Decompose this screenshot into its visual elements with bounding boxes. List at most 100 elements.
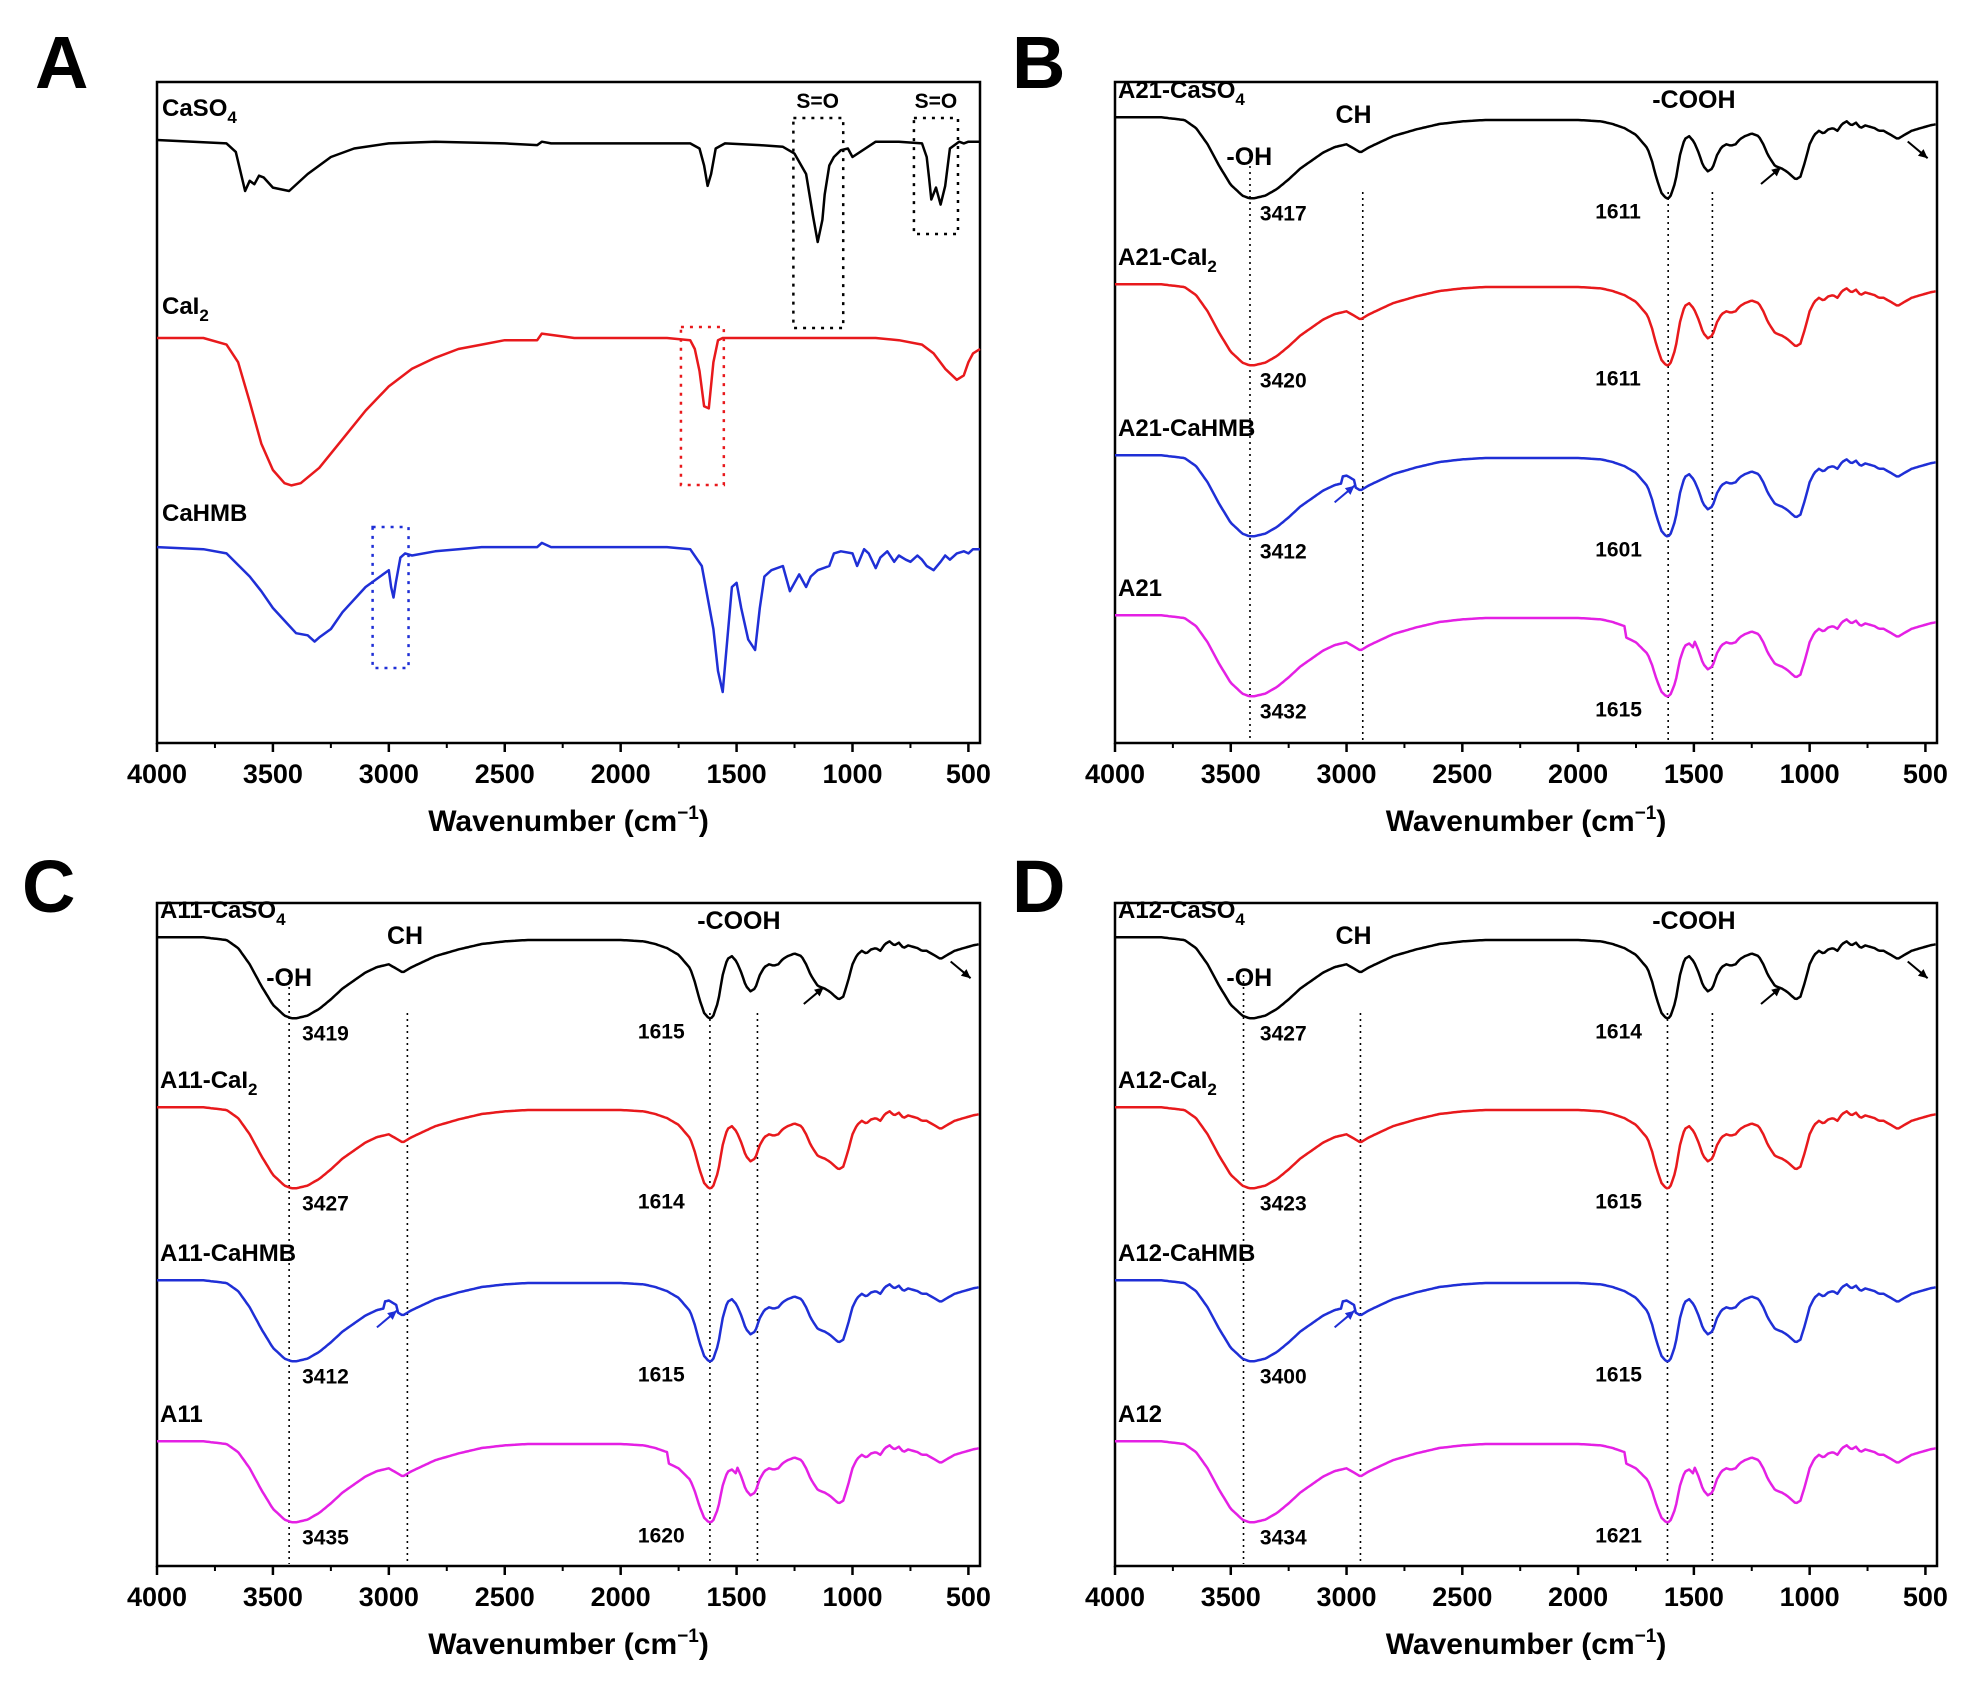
- series-label: A11-CaSO4: [160, 897, 286, 929]
- peak-label: 1601: [1595, 538, 1642, 561]
- series-line: [157, 1440, 979, 1524]
- x-tick-label: 1500: [707, 1582, 767, 1612]
- x-tick-label: 3000: [1317, 759, 1377, 789]
- peak-label: 1614: [638, 1190, 685, 1213]
- series-label: A21-CaI2: [1118, 244, 1217, 276]
- peak-label: 3435: [302, 1526, 349, 1549]
- band-label: CH: [1335, 922, 1371, 950]
- series-line: [157, 1279, 979, 1363]
- x-tick-label: 2500: [1432, 759, 1492, 789]
- x-tick-label: 500: [946, 759, 991, 789]
- x-tick-label: 2500: [475, 1582, 535, 1612]
- peak-label: 1615: [638, 1020, 685, 1043]
- panel-a: A 4000 3500 3000 2500 2000 1500 1000 500 Wavenumb…: [35, 21, 991, 838]
- panel-letter: D: [1012, 845, 1065, 928]
- x-tick-label: 500: [946, 1582, 991, 1612]
- series-line: [1115, 283, 1936, 367]
- series-label: A21-CaSO4: [1118, 77, 1245, 109]
- peak-label: 1615: [1595, 1363, 1642, 1386]
- band-label: CH: [1335, 101, 1371, 129]
- x-tick-label: 1500: [707, 759, 767, 789]
- x-tick-label: 3500: [1201, 759, 1261, 789]
- x-axis-title: Wavenumber (cm−1): [428, 1626, 709, 1661]
- series-label: A21-CaHMB: [1118, 415, 1255, 442]
- plot-frame: [155, 901, 982, 1568]
- highlight-box: [792, 116, 845, 330]
- peak-label: 3400: [1260, 1365, 1307, 1388]
- highlight-box: [679, 325, 726, 487]
- series-line: [157, 936, 979, 1020]
- annotation-arrow: [1907, 960, 1929, 979]
- x-tick-label: 4000: [127, 759, 187, 789]
- x-tick-label: 500: [1903, 759, 1948, 789]
- annotation-arrow: [1907, 140, 1929, 159]
- series-label: A12: [1118, 1401, 1162, 1428]
- x-tick-label: 1000: [1780, 1582, 1840, 1612]
- x-tick-label: 500: [1903, 1582, 1948, 1612]
- x-tick-label: 2000: [591, 759, 651, 789]
- x-tick-label: 2000: [1548, 759, 1608, 789]
- series-line: [1115, 936, 1936, 1020]
- peak-label: 1621: [1595, 1524, 1642, 1547]
- panel-letter: C: [22, 845, 75, 928]
- series-label: A21: [1118, 575, 1162, 602]
- x-tick-label: 1500: [1664, 1582, 1724, 1612]
- peak-label: 1615: [1595, 698, 1642, 721]
- series-line: [157, 1106, 979, 1190]
- peak-label: 1620: [638, 1524, 685, 1547]
- x-axis-title: Wavenumber (cm−1): [1386, 803, 1667, 838]
- x-tick-label: 3500: [243, 759, 303, 789]
- band-label: CH: [387, 922, 423, 950]
- annotation-arrow: [1333, 484, 1356, 504]
- panel-b: B 4000 3500 3000 2500 2000 1500 1000 500 Wavenumb…: [1012, 21, 1948, 838]
- peak-label: 3412: [302, 1365, 349, 1388]
- series-line: [156, 541, 980, 694]
- series-line: [1115, 454, 1936, 538]
- peak-label: 3420: [1260, 369, 1307, 392]
- x-tick-label: 1000: [822, 759, 882, 789]
- so-label: S=O: [796, 90, 839, 113]
- series-line: [1115, 1440, 1936, 1524]
- x-tick-label: 1500: [1664, 759, 1724, 789]
- series-label: A11-CaI2: [160, 1067, 258, 1099]
- plot-frame: [1113, 901, 1939, 1568]
- peak-label: 1611: [1595, 200, 1641, 223]
- x-tick-label: 1000: [822, 1582, 882, 1612]
- series-line: [157, 332, 981, 487]
- series-label: A12-CaHMB: [1118, 1240, 1255, 1267]
- x-tick-label: 4000: [1085, 759, 1145, 789]
- x-tick-label: 1000: [1780, 759, 1840, 789]
- panel-c: C 4000 3500 3000 2500 2000 1500 1000 500 Wavenumb…: [22, 845, 991, 1661]
- band-label: -COOH: [1652, 907, 1735, 935]
- peak-label: 1615: [1595, 1190, 1642, 1213]
- x-tick-label: 3000: [1317, 1582, 1377, 1612]
- series-line: [156, 138, 980, 244]
- panel-letter: B: [1012, 21, 1065, 104]
- peak-label: 3427: [302, 1192, 349, 1215]
- series-label: A11-CaHMB: [160, 1240, 296, 1267]
- peak-label: 1611: [1595, 367, 1641, 390]
- x-tick-label: 2500: [475, 759, 535, 789]
- so-label: S=O: [915, 90, 958, 113]
- band-label: -OH: [266, 964, 312, 992]
- peak-label: 3412: [1260, 540, 1307, 563]
- x-tick-label: 4000: [1085, 1582, 1145, 1612]
- x-tick-label: 3000: [359, 759, 419, 789]
- annotation-arrow: [376, 1309, 398, 1329]
- series-label: A12-CaI2: [1118, 1067, 1217, 1099]
- annotation-arrow: [1760, 166, 1782, 185]
- highlight-box: [371, 525, 410, 670]
- peak-label: 3432: [1260, 700, 1307, 723]
- x-tick-label: 3500: [1201, 1582, 1261, 1612]
- x-tick-label: 3500: [243, 1582, 303, 1612]
- band-label: -OH: [1226, 143, 1272, 171]
- annotation-arrow: [1760, 986, 1782, 1005]
- x-tick-label: 2500: [1432, 1582, 1492, 1612]
- peak-label: 1615: [638, 1363, 685, 1386]
- panel-letter: A: [35, 21, 88, 104]
- x-tick-label: 3000: [359, 1582, 419, 1612]
- annotation-arrow: [1333, 1309, 1356, 1329]
- x-axis-title: Wavenumber (cm−1): [1386, 1626, 1667, 1661]
- plot-frame: [155, 80, 982, 745]
